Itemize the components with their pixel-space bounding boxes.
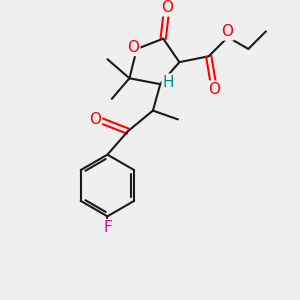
Text: O: O <box>208 82 220 97</box>
Text: O: O <box>221 24 233 39</box>
Text: F: F <box>103 220 112 235</box>
Text: O: O <box>161 0 173 15</box>
Text: H: H <box>163 75 174 90</box>
Text: O: O <box>127 40 139 55</box>
Text: O: O <box>89 112 101 127</box>
